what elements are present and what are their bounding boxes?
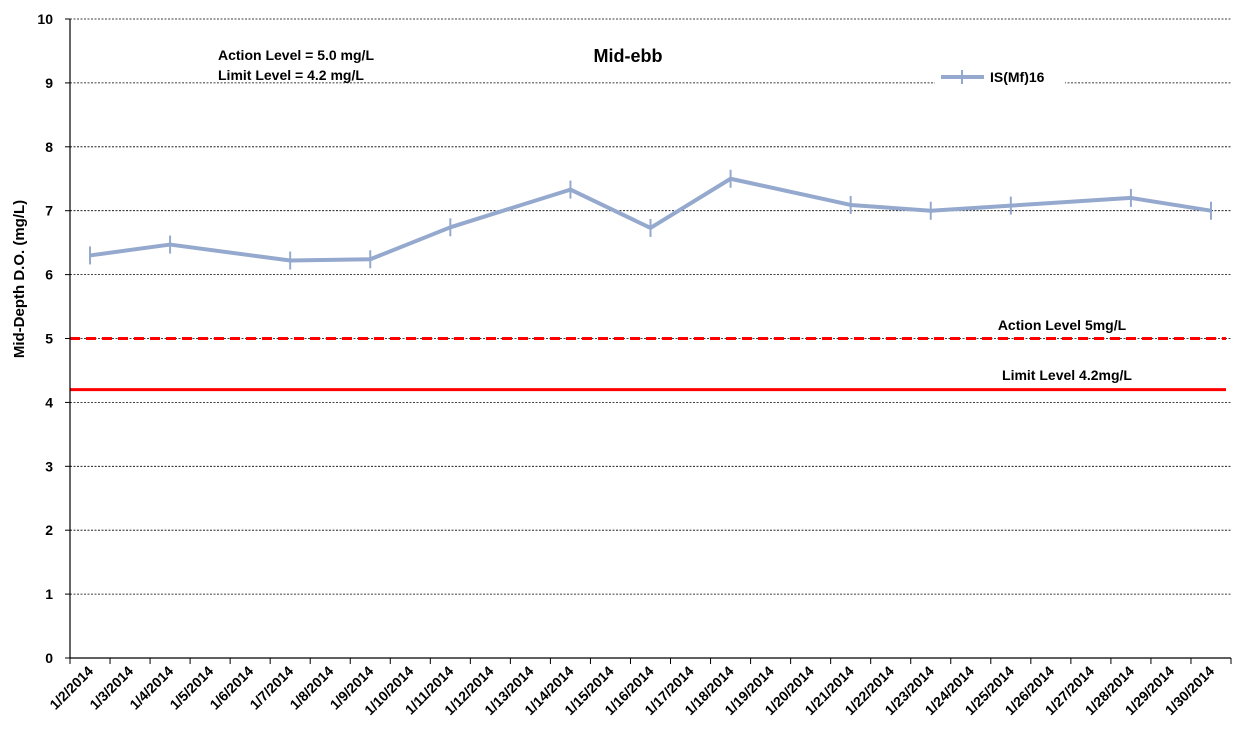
limit-level-label: Limit Level 4.2mg/L bbox=[1002, 367, 1132, 383]
y-axis-ticks: 0 1 2 3 4 5 6 7 8 9 10 bbox=[37, 11, 70, 666]
x-axis-ticks: 1/2/20141/3/20141/4/20141/5/20141/6/2014… bbox=[46, 658, 1232, 718]
reference-lines: Action Level 5mg/L Limit Level 4.2mg/L bbox=[70, 317, 1226, 392]
y-tick-label: 0 bbox=[45, 650, 53, 666]
y-tick-label: 3 bbox=[45, 458, 53, 474]
y-tick-label: 9 bbox=[45, 75, 53, 91]
annotation-action-level: Action Level = 5.0 mg/L bbox=[218, 47, 374, 63]
y-tick-label: 1 bbox=[45, 586, 53, 602]
series-layer bbox=[89, 169, 1212, 270]
y-tick-label: 10 bbox=[37, 11, 53, 27]
action-level-label: Action Level 5mg/L bbox=[998, 317, 1127, 333]
gridlines bbox=[70, 18, 1231, 595]
annotation-limit-level: Limit Level = 4.2 mg/L bbox=[218, 67, 364, 83]
y-tick-label: 7 bbox=[45, 203, 53, 219]
y-tick-label: 2 bbox=[45, 522, 53, 538]
y-tick-label: 8 bbox=[45, 139, 53, 155]
legend: IS(Mf)16 bbox=[935, 66, 1065, 88]
legend-label: IS(Mf)16 bbox=[990, 69, 1045, 85]
y-tick-label: 4 bbox=[45, 394, 53, 410]
y-tick-label: 6 bbox=[45, 267, 53, 283]
y-tick-label: 5 bbox=[45, 331, 53, 347]
chart-title: Mid-ebb bbox=[594, 46, 663, 66]
axes bbox=[69, 19, 1231, 659]
y-axis-label: Mid-Depth D.O. (mg/L) bbox=[11, 200, 28, 358]
